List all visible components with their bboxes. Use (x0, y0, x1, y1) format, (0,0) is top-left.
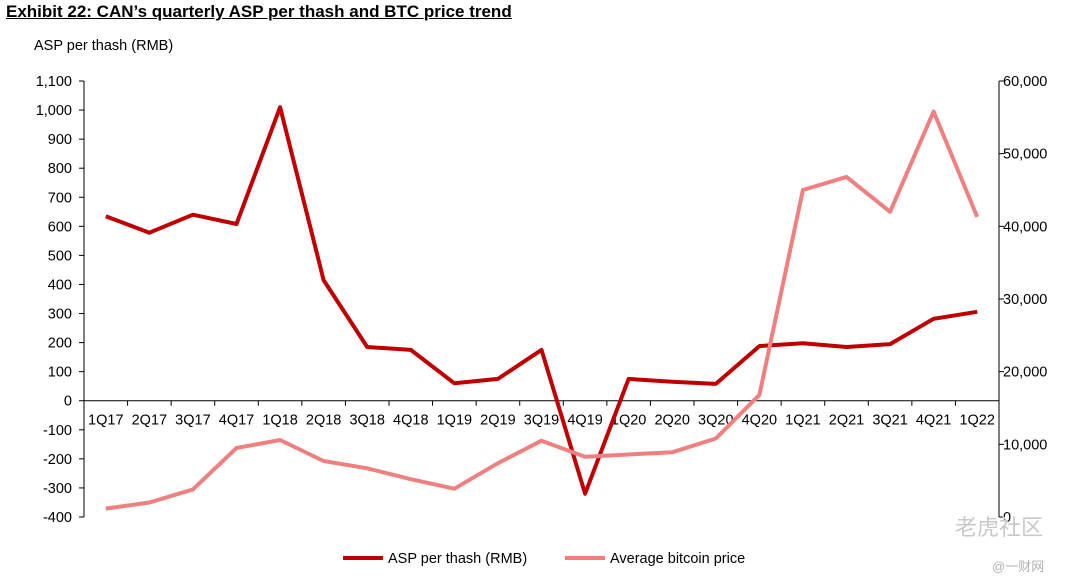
left-tick-label: -400 (43, 510, 72, 526)
left-tick-label: 0 (64, 394, 72, 410)
x-tick-label: 4Q21 (916, 413, 951, 429)
legend: ASP per thash (RMB) Average bitcoin price (343, 551, 745, 567)
x-tick-label: 2Q19 (480, 413, 515, 429)
left-tick-label: -100 (43, 423, 72, 439)
left-tick-label: 1,000 (36, 103, 72, 119)
x-tick-label: 3Q17 (175, 413, 210, 429)
right-tick-label: 60,000 (1003, 74, 1047, 90)
left-tick-label: 100 (48, 365, 72, 381)
y-axis-label: ASP per thash (RMB) (34, 38, 174, 54)
x-tick-label: 4Q20 (742, 413, 777, 429)
left-tick-label: -300 (43, 481, 72, 497)
right-tick-label: 30,000 (1003, 292, 1047, 308)
x-tick-label: 3Q21 (872, 413, 907, 429)
x-tick-label: 2Q17 (132, 413, 167, 429)
x-tick-label: 4Q17 (219, 413, 254, 429)
x-tick-label: 2Q18 (306, 413, 341, 429)
left-tick-label: 900 (48, 132, 72, 148)
right-tick-label: 40,000 (1003, 219, 1047, 235)
x-tick-label: 4Q18 (393, 413, 428, 429)
left-tick-label: 300 (48, 307, 72, 323)
legend-label: Average bitcoin price (610, 551, 745, 567)
x-tick-label: 2Q21 (829, 413, 864, 429)
x-tick-label: 4Q19 (567, 413, 602, 429)
x-tick-label: 1Q18 (262, 413, 297, 429)
legend-label: ASP per thash (RMB) (388, 551, 527, 567)
left-tick-label: 700 (48, 190, 72, 206)
right-tick-label: 0 (1003, 510, 1011, 526)
axes: -400 -300 -200 -100 0 100 200 300 400 500 600 700 80… (36, 74, 1048, 526)
left-tick-label: -200 (43, 452, 72, 468)
x-tick-label: 3Q20 (698, 413, 733, 429)
left-tick-label: 800 (48, 161, 72, 177)
series-line-2 (105, 109, 980, 511)
x-tick-label: 3Q19 (524, 413, 559, 429)
right-tick-label: 50,000 (1003, 147, 1047, 163)
right-tick-label: 20,000 (1003, 365, 1047, 381)
series-layer (105, 105, 980, 511)
left-tick-label: 200 (48, 336, 72, 352)
watermark-subtext: @一财网 (992, 559, 1045, 574)
series-line-1 (105, 105, 978, 496)
x-tick-label: 3Q18 (349, 413, 384, 429)
right-tick-label: 10,000 (1003, 437, 1047, 453)
x-tick-label: 1Q20 (611, 413, 646, 429)
x-tick-label: 2Q20 (654, 413, 689, 429)
left-tick-label: 500 (48, 248, 72, 264)
x-tick-label: 1Q21 (785, 413, 820, 429)
watermark-text: 老虎社区 (955, 515, 1044, 540)
x-tick-label: 1Q17 (88, 413, 123, 429)
chart-title: Exhibit 22: CAN’s quarterly ASP per thas… (6, 2, 512, 21)
x-tick-label: 1Q22 (959, 413, 994, 429)
x-tick-label: 1Q19 (437, 413, 472, 429)
left-tick-label: 400 (48, 277, 72, 293)
left-tick-label: 600 (48, 219, 72, 235)
left-tick-label: 1,100 (36, 74, 72, 90)
